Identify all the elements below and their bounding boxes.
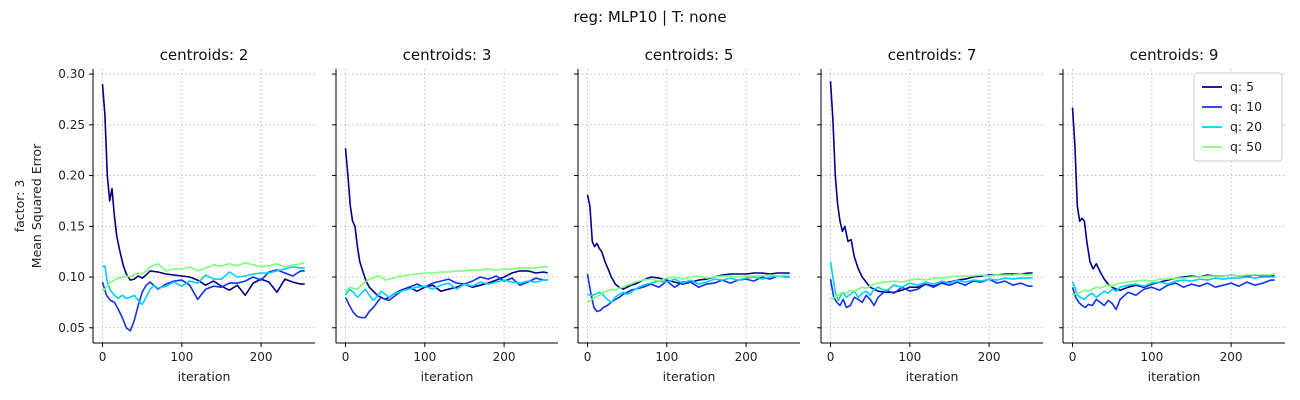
- subplot-title: centroids: 9: [1130, 46, 1219, 64]
- subplot-2: 0 100 200 centroids: 3 iteration: [332, 46, 558, 384]
- series-line-q-10: [829, 278, 1033, 309]
- y-tick-label: 0.10: [58, 270, 85, 284]
- series-line-q-20: [587, 275, 790, 304]
- y-tick-label: 0.15: [58, 219, 85, 233]
- series-line-q-10: [586, 273, 790, 313]
- x-tick-label: 200: [735, 350, 758, 364]
- series-line-q-20: [102, 265, 305, 306]
- series-line-q-20: [344, 279, 548, 302]
- subplot-title: centroids: 3: [403, 46, 492, 64]
- x-tick-label: 100: [898, 350, 921, 364]
- subplot-title: centroids: 2: [160, 46, 249, 64]
- x-tick-label: 0: [584, 350, 592, 364]
- figure-suptitle: reg: MLP10 | T: none: [573, 8, 726, 26]
- legend-entry-label: q: 5: [1230, 79, 1254, 94]
- x-tick-label: 0: [99, 350, 107, 364]
- series-line-q-50: [101, 261, 305, 292]
- series-line-q-10: [344, 275, 548, 319]
- legend: q: 5 q: 10 q: 20 q: 50: [1193, 72, 1283, 162]
- series-line-q-20: [829, 261, 1033, 302]
- x-axis-label: iteration: [178, 369, 231, 384]
- series-line-q-20: [1071, 276, 1275, 301]
- series-line-q-50: [344, 266, 548, 293]
- series-line-q-5: [586, 194, 790, 291]
- x-tick-label: 200: [978, 350, 1001, 364]
- subplot-title: centroids: 7: [888, 46, 977, 64]
- x-tick-label: 0: [827, 350, 835, 364]
- x-tick-label: 100: [655, 350, 678, 364]
- y-tick-label: 0.20: [58, 169, 85, 183]
- x-tick-label: 0: [342, 350, 350, 364]
- legend-entry-label: q: 50: [1230, 139, 1262, 154]
- series-line-q-5: [101, 84, 305, 297]
- x-axis-label: iteration: [663, 369, 716, 384]
- subplot-3: 0 100 200 centroids: 5 iteration: [574, 46, 800, 384]
- legend-entry-label: q: 10: [1230, 99, 1262, 114]
- series-line-q-10: [1071, 279, 1275, 311]
- series-line-q-5: [829, 81, 1033, 294]
- series-line-q-50: [1072, 273, 1275, 297]
- series-line-q-50: [587, 274, 790, 304]
- subplot-4: 0 100 200 centroids: 7 iteration: [817, 46, 1043, 384]
- y-tick-label: 0.05: [58, 321, 85, 335]
- legend-entry-label: q: 20: [1230, 119, 1262, 134]
- x-axis-label: iteration: [906, 369, 959, 384]
- subplot-1: 0 100 200 0.05 0.10 0.15 0.20 0.25 0.30 centroids…: [12, 46, 315, 384]
- subplot-title: centroids: 5: [645, 46, 734, 64]
- x-axis-label: iteration: [421, 369, 474, 384]
- subplot-grid: 0 100 200 0.05 0.10 0.15 0.20 0.25 0.30 centroids…: [12, 46, 1285, 384]
- y-tick-label: 0.25: [58, 118, 85, 132]
- x-tick-label: 100: [1140, 350, 1163, 364]
- x-tick-label: 0: [1069, 350, 1077, 364]
- series-line-q-5: [344, 148, 548, 301]
- x-axis-label: iteration: [1148, 369, 1201, 384]
- y-axis-label: Mean Squared Error: [29, 143, 44, 268]
- x-tick-label: 200: [493, 350, 516, 364]
- series-line-q-10: [101, 269, 305, 332]
- series-line-q-50: [830, 273, 1033, 301]
- x-tick-label: 200: [1220, 350, 1243, 364]
- x-tick-label: 100: [413, 350, 436, 364]
- x-tick-label: 100: [170, 350, 193, 364]
- y-axis-row-label: factor: 3: [12, 180, 27, 233]
- x-tick-label: 200: [250, 350, 273, 364]
- legend-frame: [1193, 72, 1283, 162]
- y-tick-label: 0.30: [58, 67, 85, 81]
